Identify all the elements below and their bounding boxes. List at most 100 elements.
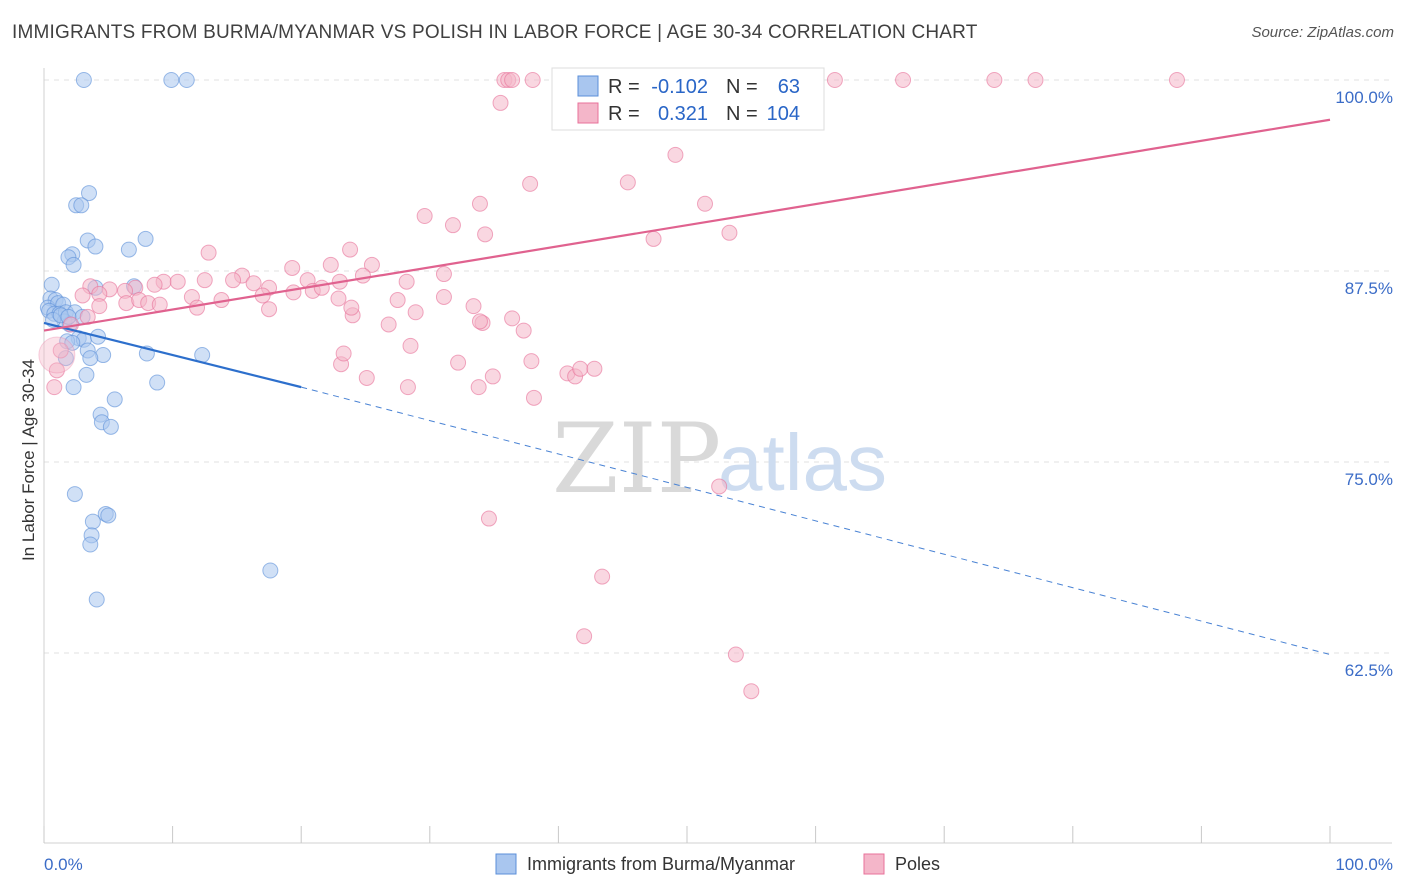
point-burma: [87, 238, 104, 255]
point-poles: [667, 146, 684, 163]
stats-n-value-blue: 63: [778, 76, 800, 98]
point-poles: [895, 72, 912, 88]
point-burma: [82, 350, 99, 367]
legend-label-poles: Poles: [895, 854, 940, 874]
point-poles: [1168, 72, 1185, 88]
point-poles: [470, 379, 487, 396]
stats-swatch-pink: [577, 102, 599, 124]
point-poles: [196, 272, 213, 289]
point-poles: [515, 322, 532, 339]
point-poles: [444, 217, 461, 234]
point-burma: [64, 334, 81, 351]
x-tick-label: 0.0%: [44, 855, 83, 874]
y-axis-label: In Labor Force | Age 30-34: [19, 359, 38, 561]
point-poles: [407, 304, 424, 321]
point-poles: [52, 342, 69, 359]
point-burma: [73, 197, 90, 214]
point-burma: [65, 379, 82, 396]
point-poles: [492, 94, 509, 111]
point-burma: [65, 256, 82, 273]
point-burma: [262, 562, 279, 579]
series-poles-points: [38, 72, 1185, 700]
point-poles: [743, 683, 760, 700]
point-burma: [88, 591, 105, 608]
point-poles: [380, 316, 397, 333]
point-poles: [471, 195, 488, 212]
watermark-atlas: atlas: [718, 418, 887, 507]
point-poles: [435, 288, 452, 305]
point-poles: [576, 628, 593, 645]
point-poles: [402, 337, 419, 354]
y-tick-label: 87.5%: [1345, 279, 1393, 298]
stats-r-value-pink: 0.321: [658, 103, 708, 125]
trend-line-burma-extrapolated: [301, 386, 1331, 656]
point-burma: [84, 513, 101, 530]
point-poles: [343, 299, 360, 316]
point-poles: [335, 345, 352, 362]
stats-r-label-pink: R =: [608, 103, 640, 125]
point-poles: [322, 256, 339, 273]
point-burma: [102, 418, 119, 435]
point-burma: [163, 72, 180, 88]
point-poles: [523, 353, 540, 370]
point-poles: [330, 290, 347, 307]
stats-r-label-blue: R =: [608, 76, 640, 98]
point-poles: [1027, 72, 1044, 88]
stats-legend-box: R = -0.102 N = 63 R = 0.321 N = 104: [551, 67, 825, 131]
point-poles: [261, 301, 278, 318]
point-poles: [711, 478, 728, 495]
point-poles: [477, 226, 494, 243]
point-burma: [120, 241, 137, 258]
point-poles: [225, 272, 242, 289]
trend-line-poles: [43, 118, 1331, 332]
point-poles: [721, 224, 738, 241]
x-tick-label: 100.0%: [1335, 855, 1393, 874]
source-credit: Source: ZipAtlas.com: [1251, 24, 1394, 41]
point-poles: [169, 273, 186, 290]
point-poles: [524, 72, 541, 88]
point-poles: [572, 360, 589, 377]
trend-line-burma: [43, 321, 302, 389]
point-poles-large: [38, 336, 76, 374]
stats-n-value-pink: 104: [767, 103, 800, 125]
point-poles: [416, 207, 433, 224]
bottom-legend: Immigrants from Burma/Myanmar Poles: [495, 853, 940, 875]
watermark-zip: ZIP: [552, 403, 721, 515]
point-poles: [465, 298, 482, 315]
point-poles: [285, 284, 302, 301]
point-poles: [594, 568, 611, 585]
point-poles: [146, 276, 163, 293]
point-poles: [389, 292, 406, 309]
point-poles: [399, 379, 416, 396]
point-burma: [78, 366, 95, 383]
point-poles: [645, 230, 662, 247]
point-poles: [342, 241, 359, 258]
point-poles: [435, 266, 452, 283]
point-poles: [354, 267, 371, 284]
chart-title: IMMIGRANTS FROM BURMA/MYANMAR VS POLISH …: [12, 22, 978, 43]
point-poles: [504, 310, 521, 327]
point-poles: [46, 379, 63, 396]
point-poles: [619, 174, 636, 191]
legend-label-burma: Immigrants from Burma/Myanmar: [527, 854, 795, 874]
y-tick-label: 100.0%: [1335, 88, 1393, 107]
point-burma: [137, 230, 154, 247]
point-burma: [178, 72, 195, 88]
gridlines: [44, 79, 1392, 654]
stats-swatch-blue: [577, 75, 599, 97]
point-poles: [363, 256, 380, 273]
point-poles: [522, 175, 539, 192]
point-burma: [149, 374, 166, 391]
axes: [43, 68, 1392, 844]
point-poles: [74, 287, 91, 304]
point-burma: [82, 536, 99, 553]
point-poles: [245, 275, 262, 292]
point-poles: [189, 299, 206, 316]
point-burma: [106, 391, 123, 408]
series-burma-points: [39, 72, 279, 608]
stats-n-label-blue: N =: [726, 76, 758, 98]
legend-swatch-poles: [863, 853, 885, 875]
point-burma: [66, 486, 83, 503]
point-poles: [313, 279, 330, 296]
